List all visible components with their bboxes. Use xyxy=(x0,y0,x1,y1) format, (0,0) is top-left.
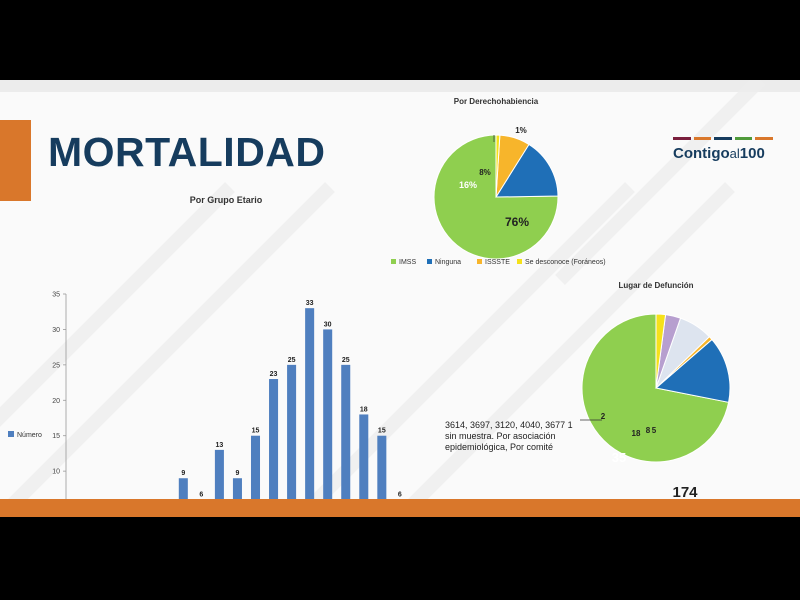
pie2-slices xyxy=(581,313,731,463)
bar-data-label: 9 xyxy=(235,470,239,477)
bar xyxy=(269,379,279,517)
legend-label: ISSSTE xyxy=(485,259,510,266)
bar-data-label: 6 xyxy=(199,491,203,498)
bar-chart-legend: Número xyxy=(8,431,42,439)
legend-swatch xyxy=(517,259,522,264)
bar-data-label: 9 xyxy=(181,470,185,477)
pie-slice xyxy=(495,143,559,198)
pie1-data-labels: 76% 16%8% 1% xyxy=(459,126,529,229)
bar-data-label: 18 xyxy=(360,406,368,413)
pie-slice xyxy=(655,313,667,389)
bar-data-label: 15 xyxy=(252,428,260,435)
legend-swatch xyxy=(391,259,396,264)
pie1-legend: IMSS Ninguna ISSSTE Se desconoce (Foráneos) xyxy=(391,259,606,266)
bar xyxy=(377,435,387,517)
y-tick-label: 30 xyxy=(52,327,60,334)
pie-data-label: 8 xyxy=(646,426,651,435)
bar-data-label: 13 xyxy=(216,442,224,449)
logo-text-part1: Contigo xyxy=(673,145,730,162)
bar xyxy=(359,414,369,517)
bar-data-label: 25 xyxy=(288,357,296,364)
bottom-bar xyxy=(0,499,800,517)
pie-chart-derechohabiencia: Por Derechohabiencia 76% 16%8% 1% IMSS Ning… xyxy=(391,97,606,266)
pie-data-label: 174 xyxy=(672,484,698,500)
bar-data-label: 30 xyxy=(324,321,332,328)
pie-data-label: 18 xyxy=(632,429,641,438)
pie-data-label: 1% xyxy=(515,126,527,135)
pie-slice xyxy=(495,134,501,198)
bar-data-label: 25 xyxy=(342,357,350,364)
accent-bar xyxy=(0,120,31,201)
bar xyxy=(323,329,333,517)
bars xyxy=(142,308,405,517)
pie2-title: Lugar de Defunción xyxy=(618,281,693,290)
bar-data-label: 33 xyxy=(306,300,314,307)
y-tick-label: 10 xyxy=(52,469,60,476)
logo-text-part3: 100 xyxy=(739,145,765,162)
logo-text: Contigoal100 xyxy=(673,145,765,162)
legend-label: Ninguna xyxy=(435,259,461,266)
y-tick-label: 15 xyxy=(52,433,60,440)
pie-data-label: 76% xyxy=(505,215,529,229)
page-title: MORTALIDAD xyxy=(48,129,326,175)
pie-data-label: 8% xyxy=(479,168,491,177)
bar xyxy=(341,364,351,517)
background-stripes xyxy=(0,80,765,517)
bar xyxy=(250,435,261,517)
legend-label: IMSS xyxy=(399,259,416,266)
bar-data-label: 23 xyxy=(270,371,278,378)
legend-label-numero: Número xyxy=(17,432,42,439)
pie-slice xyxy=(654,338,731,403)
bar xyxy=(214,449,224,517)
top-bar xyxy=(0,80,800,92)
y-tick-label: 20 xyxy=(52,398,60,405)
logo-text-part2: al xyxy=(729,146,740,161)
bar xyxy=(287,364,297,517)
legend-swatch xyxy=(477,259,482,264)
pie-data-label: 35 xyxy=(612,450,626,465)
bar xyxy=(305,308,315,517)
pie-data-label: 2 xyxy=(601,412,606,421)
legend-swatch xyxy=(427,259,432,264)
bar-data-label: 15 xyxy=(378,428,386,435)
logo: Contigoal100 xyxy=(668,133,778,165)
logo-color-bars xyxy=(673,137,773,140)
bar-data-label: 6 xyxy=(398,491,402,498)
bar xyxy=(232,478,242,517)
pie-data-label: 5 xyxy=(652,426,657,435)
legend-label: Se desconoce (Foráneos) xyxy=(525,259,606,266)
bar xyxy=(178,478,188,517)
pie-data-label: 16% xyxy=(459,180,477,190)
y-tick-label: 35 xyxy=(52,292,60,299)
pie1-slices xyxy=(433,134,559,260)
slide: MORTALIDAD Contigoal100 Por Grupo Etario… xyxy=(0,80,800,517)
pie2-data-labels: 174 35 2 18 8 5 xyxy=(580,412,698,500)
y-tick-label: 25 xyxy=(52,362,60,369)
legend-swatch-numero xyxy=(8,431,14,437)
footnote: 3614, 3697, 3120, 4040, 3677 1 sin muest… xyxy=(445,420,573,452)
bar-chart-title: Por Grupo Etario xyxy=(190,195,263,205)
pie1-title: Por Derechohabiencia xyxy=(454,97,539,106)
